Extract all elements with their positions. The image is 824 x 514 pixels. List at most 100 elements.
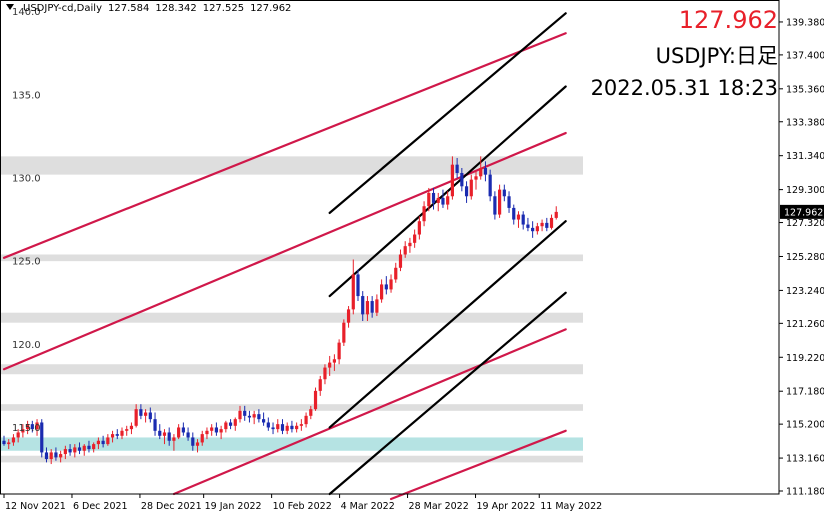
candle-body	[92, 444, 96, 450]
candle	[351, 259, 355, 315]
candle	[181, 422, 185, 436]
candle-body	[115, 434, 119, 436]
price-tick-label: 131.340	[786, 151, 824, 162]
support-resistance-zone[interactable]	[0, 455, 583, 463]
candle-body	[101, 440, 105, 445]
candle	[545, 217, 549, 232]
candle-body	[59, 454, 63, 458]
candle-body	[148, 412, 152, 420]
red-trendline[interactable]	[172, 328, 567, 496]
candle	[110, 430, 115, 443]
time-axis: 12 Nov 2021 6 Dec 2021 28 Dec 2021 19 Jan 2…	[3, 494, 602, 512]
support-resistance-zone[interactable]	[0, 312, 583, 323]
candle	[356, 269, 360, 302]
candle	[280, 419, 285, 435]
candle-body	[469, 179, 473, 197]
red-trendline[interactable]	[2, 32, 567, 259]
price-tick-label: 123.240	[786, 286, 824, 297]
candle-body	[87, 445, 91, 450]
candle-body	[280, 424, 285, 431]
candle-body	[413, 234, 417, 243]
time-tick-label: 4 Mar 2022	[341, 501, 395, 512]
candle-body	[177, 427, 181, 438]
candle-body	[7, 442, 11, 445]
candle-body	[49, 452, 53, 460]
candle-body	[408, 242, 412, 247]
candle-body	[205, 430, 209, 435]
price-tick-label: 127.320	[786, 218, 824, 229]
candle-body	[384, 284, 388, 290]
candle-body	[153, 419, 157, 431]
candle	[479, 156, 483, 180]
candle	[365, 296, 370, 322]
candle-body	[323, 367, 327, 380]
candle-body	[200, 434, 204, 443]
support-resistance-zone[interactable]	[0, 364, 583, 375]
candle	[389, 274, 393, 293]
candle	[337, 339, 341, 365]
left-price-label: 115.0	[12, 423, 41, 434]
candle-body	[73, 447, 77, 453]
candle-body	[238, 410, 242, 420]
candle-body	[512, 207, 516, 220]
candle	[431, 187, 436, 210]
support-resistance-zone[interactable]	[0, 156, 583, 175]
candle-body	[460, 172, 464, 187]
candle-body	[304, 415, 308, 425]
candle	[403, 241, 407, 258]
black-channel-line[interactable]	[328, 291, 567, 496]
candle-body	[106, 437, 110, 445]
price-tick-label: 121.260	[786, 319, 824, 330]
candle	[507, 191, 511, 213]
candle-body	[167, 432, 171, 441]
support-resistance-zone[interactable]	[0, 254, 583, 262]
candle	[309, 405, 313, 420]
candle-body	[77, 447, 82, 451]
red-trendline[interactable]	[2, 131, 567, 371]
support-resistance-zone[interactable]	[0, 404, 583, 411]
candle	[35, 419, 39, 436]
candle	[54, 447, 58, 461]
candle-body	[309, 409, 313, 416]
candle	[408, 237, 412, 253]
candle	[30, 420, 34, 433]
price-tick-label: 115.200	[786, 420, 824, 431]
candle-body	[394, 267, 398, 280]
candle	[441, 189, 445, 208]
candle-body	[332, 359, 336, 363]
candle-body	[224, 422, 228, 430]
collapse-triangle-icon[interactable]	[6, 4, 14, 10]
candle-body	[120, 430, 124, 436]
candle-body	[68, 449, 72, 453]
candle	[313, 387, 318, 411]
candle	[285, 422, 289, 435]
candle	[68, 444, 72, 456]
candle	[177, 424, 181, 440]
candle-body	[125, 429, 129, 431]
candle	[125, 425, 129, 436]
ohlc-open: 127.584	[107, 3, 150, 14]
red-trendline[interactable]	[389, 429, 567, 501]
candle-body	[44, 452, 49, 460]
candle-body	[271, 427, 275, 430]
price-axis: 139.380 137.400 135.360 133.380 131.340 129.3…	[779, 17, 824, 498]
candle	[398, 249, 403, 272]
candle-body	[554, 211, 558, 218]
price-tick-label: 139.380	[786, 17, 824, 28]
candle	[304, 412, 308, 428]
candle-body	[493, 196, 497, 215]
price-tick-label: 129.300	[786, 185, 824, 196]
black-channel-line[interactable]	[328, 220, 567, 429]
candle-body	[389, 279, 393, 290]
black-channel-line[interactable]	[328, 12, 567, 215]
candle-body	[545, 222, 549, 228]
candle	[483, 161, 488, 182]
candle	[380, 279, 384, 303]
candle	[200, 430, 204, 446]
candle	[540, 219, 544, 232]
time-tick-label: 28 Mar 2022	[409, 501, 469, 512]
candle-body	[474, 176, 478, 180]
candle	[502, 184, 506, 202]
current-price-tag: 127.962	[780, 204, 824, 219]
